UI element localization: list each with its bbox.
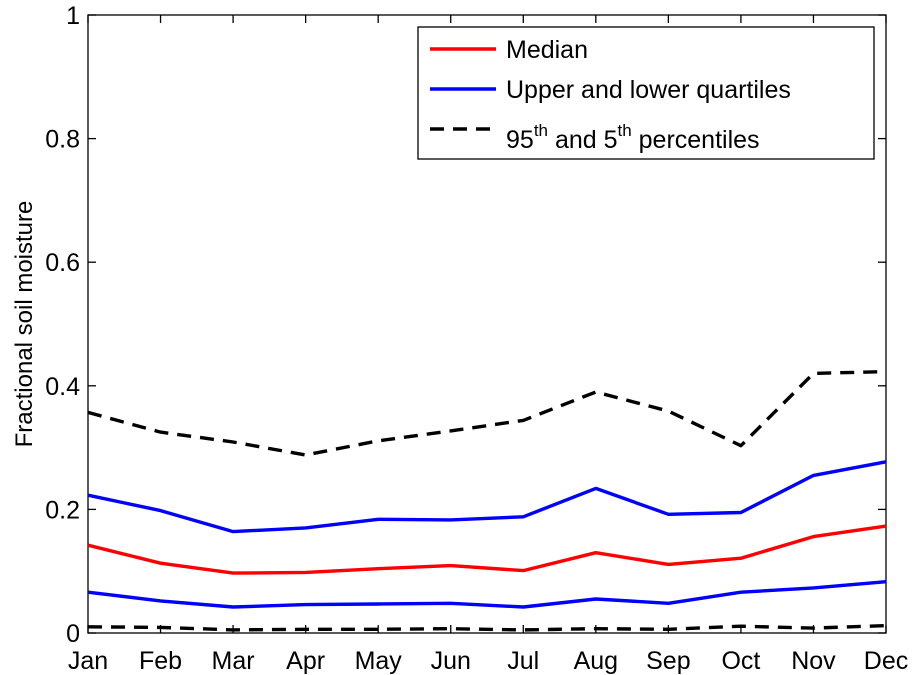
legend-label-percentiles-sup-2: th (618, 121, 632, 140)
x-tick-label: Mar (212, 647, 255, 675)
x-axis: Jan Feb Mar Apr May Jun Jul Aug Sep Oct Nov Dec (68, 15, 908, 675)
series-line-1 (87, 460, 887, 534)
y-tick-label: 0.8 (45, 126, 80, 154)
x-tick-label: Sep (646, 647, 690, 675)
legend: Median Upper and lower quartiles 95th an… (417, 26, 875, 160)
x-tick-label: Nov (791, 647, 836, 675)
y-tick-label: 0.6 (45, 249, 80, 277)
x-tick-label: Apr (286, 647, 325, 675)
y-tick-label: 0 (66, 620, 80, 648)
x-tick-label: Jan (68, 647, 108, 675)
legend-label-quartiles: Upper and lower quartiles (506, 76, 791, 104)
series-layer (87, 369, 887, 632)
x-tick-label: May (355, 647, 403, 675)
y-axis: 0 0.2 0.4 0.6 0.8 1 (45, 2, 886, 648)
y-tick-label: 0.2 (45, 496, 80, 524)
series-line-2 (87, 580, 887, 609)
legend-label-percentiles-part-3: percentiles (632, 126, 760, 154)
legend-label-median: Median (506, 36, 588, 64)
y-tick-label: 0.4 (45, 373, 80, 401)
legend-label-percentiles-part-2: and 5 (548, 126, 618, 154)
x-tick-label: Aug (574, 647, 618, 675)
series-line-0 (87, 524, 887, 575)
series-line-4 (87, 623, 887, 632)
x-tick-label: Jun (431, 647, 471, 675)
x-tick-label: Jul (507, 647, 539, 675)
y-tick-label: 1 (66, 2, 80, 30)
legend-label-percentiles-part-1: 95 (506, 126, 534, 154)
x-tick-label: Feb (139, 647, 182, 675)
x-tick-label: Dec (864, 647, 908, 675)
legend-label-percentiles-sup-1: th (534, 121, 548, 140)
series-line-3 (87, 369, 887, 457)
y-axis-label: Fractional soil moisture (11, 201, 38, 448)
x-tick-label: Oct (721, 647, 760, 675)
legend-label-percentiles: 95th and 5th percentiles (506, 121, 760, 154)
